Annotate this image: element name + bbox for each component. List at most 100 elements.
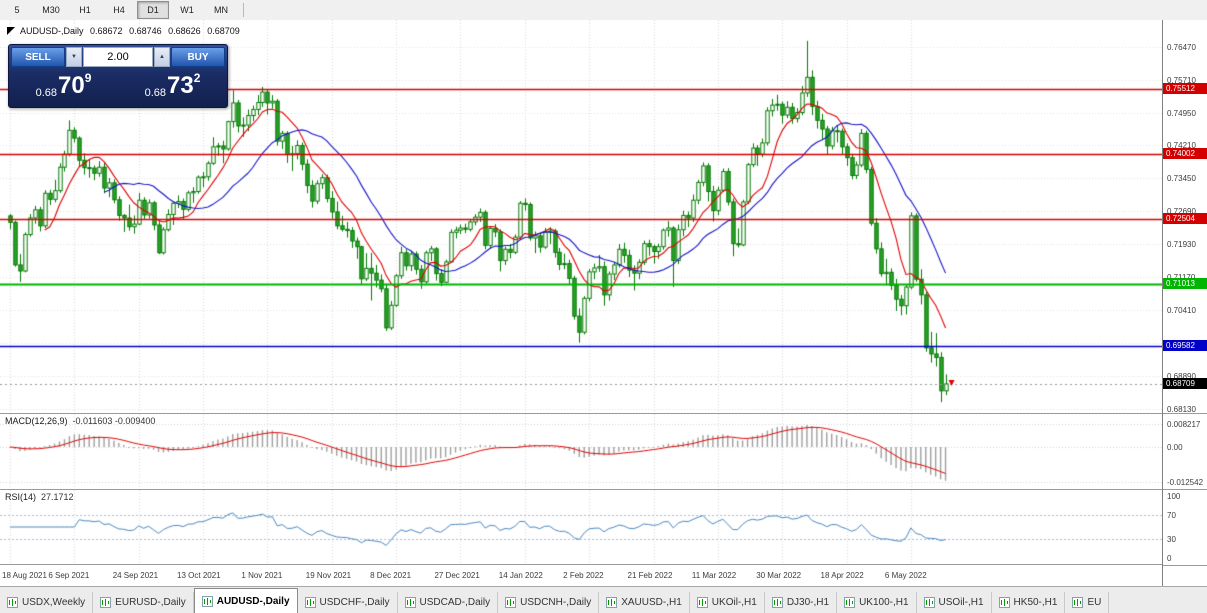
- candlestick-chart-icon: [771, 597, 783, 608]
- rsi-indicator-pane: RSI(14) 27.1712: [0, 490, 1163, 565]
- ask-price-prefix: 0.68: [144, 87, 167, 99]
- macd-axis-label: 0.008217: [1167, 420, 1201, 430]
- chart-tab-xauusdh1[interactable]: XAUUSD-,H1: [599, 592, 690, 613]
- candlestick-chart-icon: [998, 597, 1010, 608]
- volume-decrease-icon[interactable]: ▼: [66, 47, 82, 67]
- chart-tab-label: USDCAD-,Daily: [419, 597, 491, 608]
- timeframe-button-w1[interactable]: W1: [180, 5, 194, 15]
- price-axis-label: 0.76470: [1167, 42, 1196, 52]
- ohlc-low: 0.68626: [168, 26, 201, 36]
- candlestick-chart-icon: [404, 597, 416, 608]
- time-axis-label: 6 May 2022: [884, 571, 927, 580]
- pane-separator: [1163, 489, 1207, 490]
- timeframe-toolbar: 5 M30 H1 H4 D1 W1 MN: [0, 0, 1207, 21]
- buy-button[interactable]: BUY: [171, 47, 225, 67]
- price-level-badge: 0.68709: [1163, 377, 1207, 389]
- rsi-label: RSI(14) 27.1712: [5, 492, 74, 502]
- chart-ohlc-header: AUDUSD-,Daily 0.68672 0.68746 0.68626 0.…: [20, 26, 244, 36]
- macd-canvas[interactable]: [0, 414, 1163, 489]
- chart-tab-ukoilh1[interactable]: UKOil-,H1: [690, 592, 765, 613]
- timeframe-button-d1[interactable]: D1: [137, 1, 169, 19]
- price-axis-label: 0.68890: [1167, 372, 1196, 382]
- candlestick-chart-icon: [696, 597, 708, 608]
- one-click-panel-toggle-icon[interactable]: [7, 27, 15, 35]
- chart-tab-eu[interactable]: EU: [1065, 592, 1110, 613]
- time-axis-label: 18 Aug 2021: [2, 571, 47, 580]
- price-chart-pane: AUDUSD-,Daily 0.68672 0.68746 0.68626 0.…: [0, 20, 1163, 414]
- volume-input[interactable]: 2.00: [83, 47, 153, 67]
- time-axis-label: 19 Nov 2021: [305, 571, 352, 580]
- timeframe-button-5[interactable]: 5: [14, 5, 20, 15]
- rsi-canvas[interactable]: [0, 490, 1163, 564]
- chart-tab-usdcnhdaily[interactable]: USDCNH-,Daily: [498, 592, 600, 613]
- chart-tab-usdchfdaily[interactable]: USDCHF-,Daily: [298, 592, 398, 613]
- price-level-badge: 0.72504: [1163, 213, 1207, 225]
- one-click-trading-panel: SELL ▼ 2.00 ▲ BUY 0.68 70 9 0.68 73 2: [8, 44, 228, 108]
- candlestick-chart-icon: [923, 597, 935, 608]
- ohlc-open: 0.68672: [90, 26, 123, 36]
- sell-button[interactable]: SELL: [11, 47, 65, 67]
- timeframe-button-mn[interactable]: MN: [214, 5, 228, 15]
- rsi-value: 27.1712: [41, 492, 74, 502]
- bid-price-sup: 9: [84, 71, 92, 85]
- price-axis-label: 0.68130: [1167, 405, 1196, 415]
- chart-tab-usoilh1[interactable]: USOil-,H1: [917, 592, 992, 613]
- timeframe-button-m30[interactable]: M30: [42, 5, 60, 15]
- time-axis[interactable]: 18 Aug 2021 6 Sep 2021 24 Sep 2021 13 Oct 2…: [0, 565, 1163, 586]
- chart-tab-usdxweekly[interactable]: USDX,Weekly: [0, 592, 94, 613]
- time-axis-label: 21 Feb 2022: [627, 571, 673, 580]
- candlestick-chart-icon: [7, 597, 18, 608]
- candlestick-chart-icon: [844, 597, 856, 608]
- macd-values: -0.011603 -0.009400: [72, 416, 156, 426]
- price-axis-label: 0.70410: [1167, 306, 1196, 316]
- time-axis-label: 30 Mar 2022: [756, 571, 802, 580]
- candlestick-chart-icon: [201, 595, 213, 607]
- macd-axis-label: 0.00: [1167, 443, 1183, 452]
- chart-tab-hk50h1[interactable]: HK50-,H1: [992, 592, 1066, 613]
- macd-label: MACD(12,26,9) -0.011603 -0.009400: [5, 416, 155, 426]
- price-level-badge: 0.74002: [1163, 148, 1207, 160]
- rsi-axis-label: 70: [1167, 510, 1176, 520]
- chart-tab-dj30h1[interactable]: DJ30-,H1: [765, 592, 838, 613]
- bid-price-prefix: 0.68: [35, 87, 58, 99]
- chart-tab-label: XAUUSD-,H1: [621, 597, 682, 608]
- ask-price-display[interactable]: 0.68 73 2: [118, 67, 227, 105]
- chart-tab-usdcaddaily[interactable]: USDCAD-,Daily: [398, 592, 499, 613]
- time-axis-label: 27 Dec 2021: [434, 571, 480, 580]
- chart-tabs-bar: USDX,Weekly EURUSD-,Daily AUDUSD-,Daily USD…: [0, 586, 1207, 613]
- candlestick-chart-icon: [1072, 597, 1084, 608]
- ask-price-sup: 2: [193, 71, 201, 85]
- chart-tab-label: AUDUSD-,Daily: [216, 595, 290, 607]
- bid-price-display[interactable]: 0.68 70 9: [9, 67, 118, 105]
- chart-tab-label: USDX,Weekly: [22, 597, 86, 608]
- candlestick-chart-icon: [505, 597, 517, 608]
- rsi-axis-label: 30: [1167, 535, 1176, 545]
- chart-tab-audusddaily[interactable]: AUDUSD-,Daily: [193, 588, 298, 613]
- chart-tab-label: UKOil-,H1: [711, 597, 757, 608]
- candlestick-chart-icon: [606, 597, 618, 608]
- price-level-badge: 0.75512: [1163, 82, 1207, 94]
- volume-increase-icon[interactable]: ▲: [154, 47, 170, 67]
- timeframe-button-h4[interactable]: H4: [113, 5, 125, 15]
- chart-tab-label: USDCNH-,Daily: [520, 597, 592, 608]
- chart-tab-eurusddaily[interactable]: EURUSD-,Daily: [93, 592, 194, 613]
- time-axis-label: 24 Sep 2021: [112, 571, 159, 580]
- macd-axis-label: -0.012542: [1167, 478, 1204, 487]
- rsi-axis-label: 100: [1167, 492, 1181, 501]
- price-axis-label: 0.73450: [1167, 174, 1196, 184]
- ohlc-close: 0.68709: [207, 26, 240, 36]
- toolbar-divider: [243, 3, 244, 17]
- timeframe-button-h1[interactable]: H1: [79, 5, 91, 15]
- time-axis-label: 8 Dec 2021: [370, 571, 412, 580]
- chart-tab-uk100h1[interactable]: UK100-,H1: [837, 592, 917, 613]
- time-axis-label: 1 Nov 2021: [241, 571, 283, 580]
- price-axis-label: 0.74950: [1167, 108, 1196, 118]
- price-axis-label: 0.75710: [1167, 75, 1196, 85]
- macd-name: MACD(12,26,9): [5, 416, 68, 426]
- price-axis-strip[interactable]: 0.76470 0.75710 0.74950 0.74210 0.73450 0.726…: [1162, 20, 1207, 586]
- timeframe-buttons: 5 M30 H1 H4 D1 W1 MN: [0, 1, 238, 19]
- time-axis-label: 6 Sep 2021: [48, 571, 90, 580]
- pane-separator: [1163, 565, 1207, 566]
- ask-price-big: 73: [167, 72, 194, 99]
